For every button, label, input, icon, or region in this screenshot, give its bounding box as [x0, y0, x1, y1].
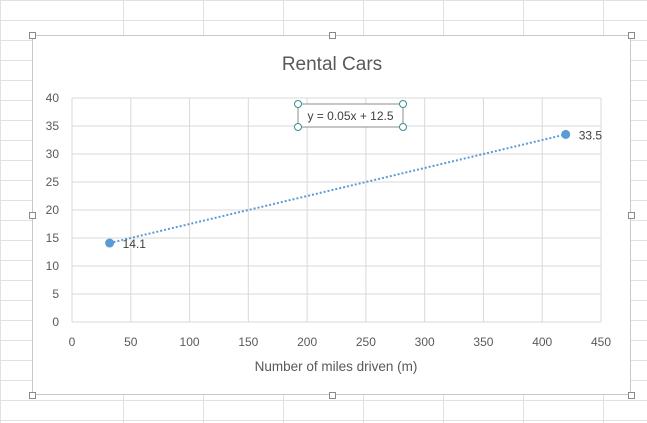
chart-area[interactable]: 0 5 10 15 20 25 30 35 40 0 50 100 150 200 250 300 350 40…	[29, 32, 635, 399]
trendline[interactable]	[109, 133, 566, 245]
chart-title[interactable]: Rental Cars	[282, 54, 382, 75]
trendline-equation-label[interactable]: y = 0.05x + 12.5	[294, 100, 407, 131]
x-tick-label: 350	[473, 335, 493, 349]
data-label[interactable]: 33.5	[579, 128, 603, 142]
data-label[interactable]: 14.1	[123, 237, 147, 251]
chart-resize-handle[interactable]	[29, 32, 36, 39]
y-tick-label: 10	[46, 259, 60, 273]
chart-resize-handle[interactable]	[328, 32, 336, 39]
data-points: 14.1 33.5	[105, 128, 602, 251]
x-tick-label: 400	[532, 335, 552, 349]
x-axis-tick-labels: 0 50 100 150 200 250 300 350 400 450	[69, 335, 612, 349]
data-point[interactable]	[561, 129, 571, 139]
x-tick-label: 200	[297, 335, 317, 349]
x-axis-title[interactable]: Number of miles driven (m)	[255, 359, 418, 374]
y-tick-label: 20	[46, 203, 60, 217]
chart-resize-handle[interactable]	[628, 32, 635, 39]
chart-resize-handle[interactable]	[628, 392, 635, 399]
chart-resize-handle[interactable]	[29, 392, 36, 399]
x-tick-label: 450	[591, 335, 611, 349]
x-tick-label: 50	[124, 335, 138, 349]
y-tick-label: 40	[46, 91, 60, 105]
scatter-chart: 0 5 10 15 20 25 30 35 40 0 50 100 150 200 250 300 350 40…	[46, 54, 612, 374]
y-tick-label: 5	[52, 287, 59, 301]
x-tick-label: 300	[415, 335, 435, 349]
chart-resize-handle[interactable]	[29, 212, 36, 219]
chart-resize-handle[interactable]	[328, 392, 336, 399]
y-tick-label: 35	[46, 119, 60, 133]
x-tick-label: 150	[238, 335, 258, 349]
equation-box[interactable]	[297, 103, 404, 128]
y-tick-label: 25	[46, 175, 60, 189]
x-tick-label: 250	[356, 335, 376, 349]
gridlines	[71, 97, 602, 323]
equation-resize-handle[interactable]	[294, 100, 302, 108]
x-tick-label: 100	[180, 335, 200, 349]
equation-resize-handle[interactable]	[399, 100, 407, 108]
data-point[interactable]	[105, 238, 115, 248]
equation-resize-handle[interactable]	[294, 123, 302, 131]
trendline-group	[109, 133, 566, 245]
trendline-equation-text: y = 0.05x + 12.5	[307, 109, 393, 123]
y-axis-tick-labels: 0 5 10 15 20 25 30 35 40	[46, 91, 60, 329]
chart-resize-handle[interactable]	[628, 212, 635, 219]
y-tick-label: 30	[46, 147, 60, 161]
y-tick-label: 0	[52, 315, 59, 329]
equation-resize-handle[interactable]	[399, 123, 407, 131]
y-tick-label: 15	[46, 231, 60, 245]
x-tick-label: 0	[69, 335, 76, 349]
